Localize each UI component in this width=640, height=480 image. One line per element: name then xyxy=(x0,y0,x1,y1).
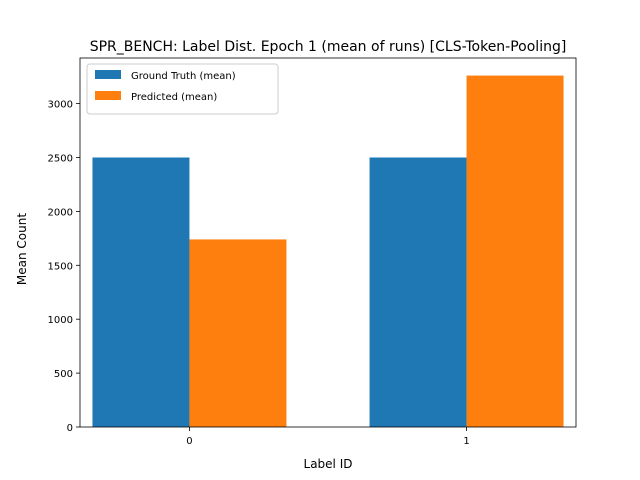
y-tick-label: 500 xyxy=(54,369,73,380)
x-tick-label: 0 xyxy=(186,436,192,447)
y-tick-label: 0 xyxy=(67,423,73,434)
legend-swatch-ground-truth xyxy=(95,70,121,79)
y-tick-label: 1500 xyxy=(48,261,73,272)
bar-ground-truth-1 xyxy=(369,157,467,427)
y-tick-label: 2500 xyxy=(48,153,73,164)
bar-ground-truth-0 xyxy=(92,157,190,427)
legend-swatch-predicted xyxy=(95,91,121,100)
y-tick-label: 2000 xyxy=(48,207,73,218)
y-tick-label: 1000 xyxy=(48,315,73,326)
bar-predicted-1 xyxy=(466,75,564,428)
x-axis-label: Label ID xyxy=(304,457,353,471)
bar-predicted-0 xyxy=(189,239,287,427)
axes-frame xyxy=(79,57,577,428)
plot-area: 0 500 1000 1500 2000 2500 3000 0 1 xyxy=(48,57,577,447)
chart-title: SPR_BENCH: Label Dist. Epoch 1 (mean of … xyxy=(90,39,567,55)
legend-box xyxy=(86,63,279,115)
y-tick-label: 3000 xyxy=(48,100,73,111)
legend-label-predicted: Predicted (mean) xyxy=(131,92,217,103)
legend-label-ground-truth: Ground Truth (mean) xyxy=(131,71,236,82)
y-axis-label: Mean Count xyxy=(15,213,29,285)
legend: Ground Truth (mean) Predicted (mean) xyxy=(86,63,279,115)
x-tick-label: 1 xyxy=(463,436,469,447)
